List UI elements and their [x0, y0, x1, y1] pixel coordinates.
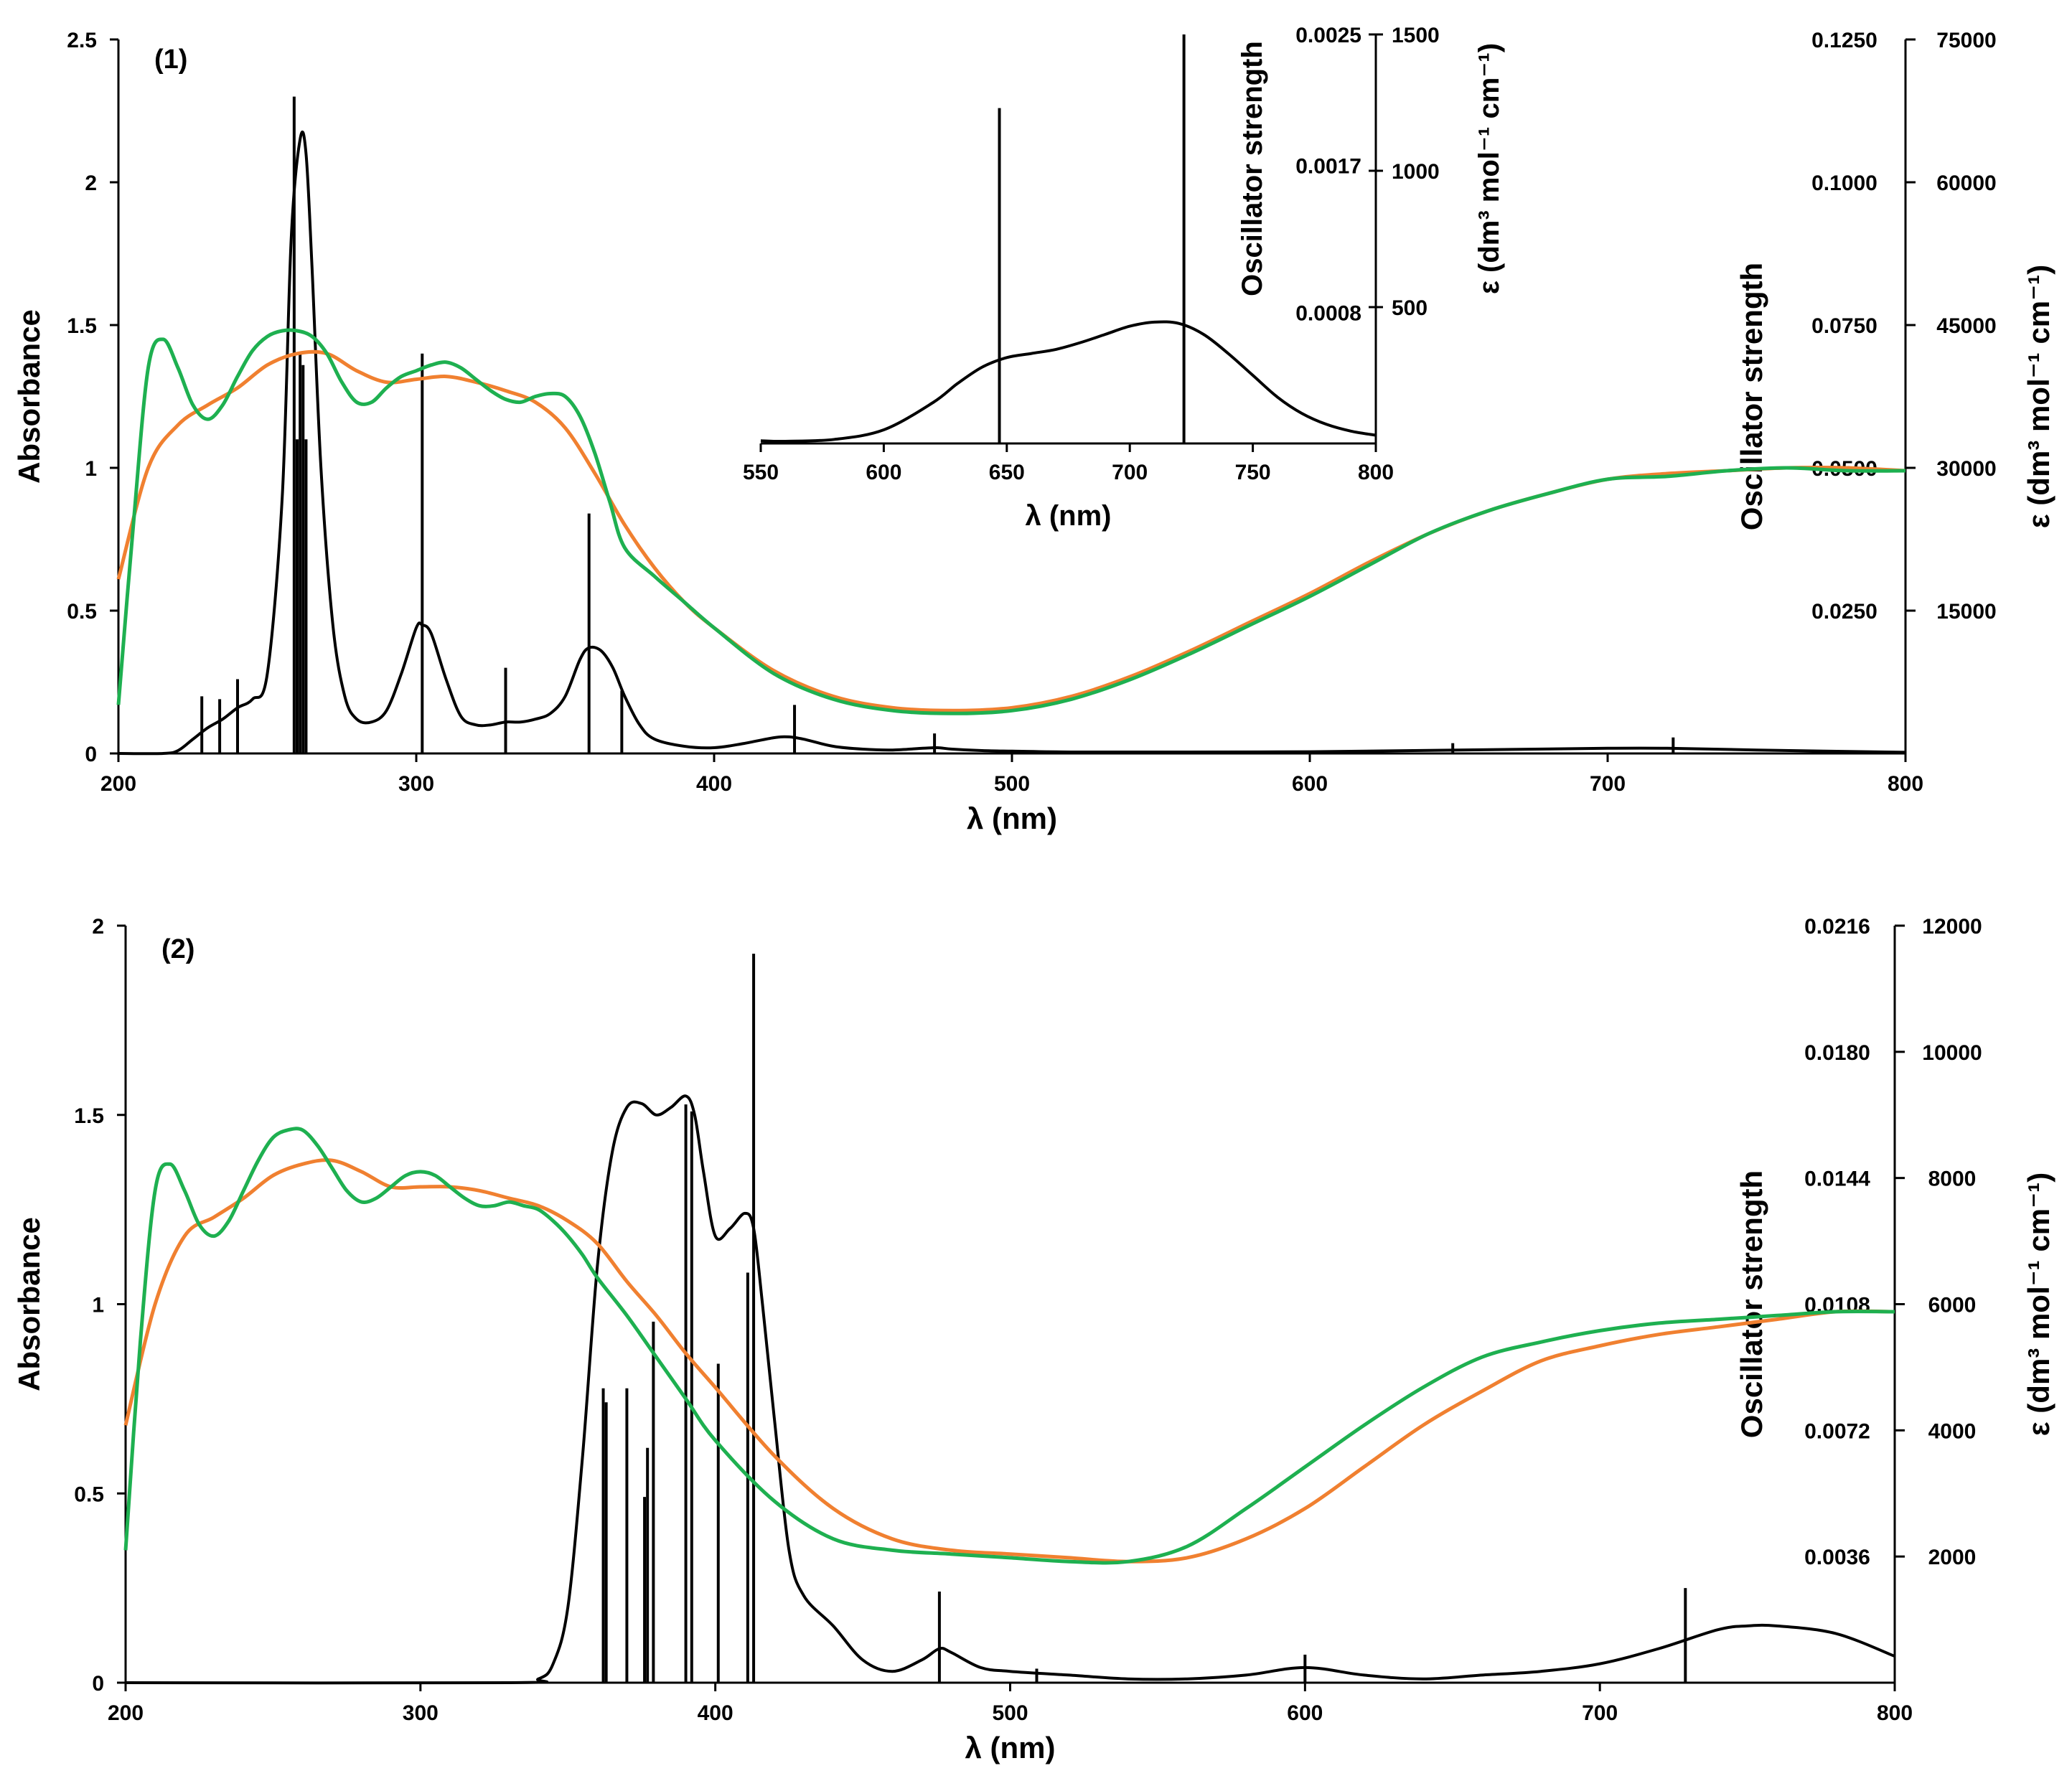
x-tick-label: 600 — [1287, 1701, 1323, 1725]
x-tick-label: 300 — [398, 772, 434, 796]
osc-strength-axis-title: Oscillator strength — [1735, 263, 1768, 530]
inset-osc-tick-label: 0.0008 — [1295, 302, 1361, 326]
inset-x-tick-label: 650 — [989, 461, 1025, 484]
y-tick-label: 0 — [85, 743, 97, 766]
x-tick-label: 400 — [698, 1701, 733, 1725]
x-tick-label: 600 — [1292, 772, 1328, 796]
y-tick-label: 1.5 — [74, 1104, 104, 1128]
inset-osc-tick-label: 0.0025 — [1295, 24, 1361, 47]
x-tick-label: 400 — [696, 772, 732, 796]
x-tick-label: 700 — [1582, 1701, 1618, 1725]
fitted-spectrum-line — [116, 328, 1906, 715]
inset-x-tick-label: 700 — [1112, 461, 1148, 484]
epsilon-tick-label: 2000 — [1928, 1546, 1977, 1569]
calculated-spectrum-line — [118, 130, 1906, 756]
inset-osc-axis-title: Oscillator strength — [1237, 41, 1268, 296]
x-tick-label: 300 — [403, 1701, 439, 1725]
x-tick-label: 500 — [992, 1701, 1028, 1725]
osc-strength-tick-label: 0.0180 — [1804, 1041, 1870, 1065]
epsilon-tick-label: 6000 — [1928, 1294, 1977, 1317]
osc-strength-tick-label: 0.0250 — [1811, 600, 1878, 624]
y-axis-title: Absorbance — [12, 1217, 46, 1391]
calculated-spectrum-line — [125, 1094, 1895, 1685]
epsilon-tick-label: 15000 — [1936, 600, 1996, 624]
x-axis-title: λ (nm) — [965, 1731, 1056, 1764]
x-tick-label: 200 — [108, 1701, 144, 1725]
epsilon-tick-label: 4000 — [1928, 1419, 1977, 1443]
y-tick-label: 1.5 — [67, 314, 97, 338]
inset-x-tick-label: 550 — [743, 461, 779, 484]
inset-epsilon-axis-title: ε (dm³ mol⁻¹ cm⁻¹) — [1473, 43, 1505, 294]
osc-strength-tick-label: 0.0072 — [1804, 1419, 1870, 1443]
osc-strength-tick-label: 0.0144 — [1804, 1167, 1870, 1191]
inset-x-tick-label: 600 — [866, 461, 901, 484]
x-axis-title: λ (nm) — [967, 802, 1057, 835]
epsilon-tick-label: 8000 — [1928, 1167, 1977, 1191]
y-axis-title: Absorbance — [12, 309, 46, 484]
y-tick-label: 0 — [92, 1672, 104, 1696]
inset-x-tick-label: 800 — [1358, 461, 1394, 484]
y-tick-label: 2 — [92, 915, 104, 939]
osc-strength-tick-label: 0.0036 — [1804, 1546, 1870, 1569]
panel-label: (1) — [154, 44, 187, 75]
epsilon-tick-label: 12000 — [1922, 915, 1982, 939]
epsilon-tick-label: 75000 — [1936, 29, 1996, 52]
osc-strength-axis-title: Oscillator strength — [1735, 1170, 1768, 1438]
inset-x-tick-label: 750 — [1235, 461, 1271, 484]
inset-osc-tick-label: 0.0017 — [1295, 154, 1361, 178]
osc-strength-tick-label: 0.0750 — [1811, 314, 1878, 338]
x-tick-label: 500 — [994, 772, 1030, 796]
inset-epsilon-tick-label: 1500 — [1392, 24, 1440, 47]
osc-strength-tick-label: 0.1000 — [1811, 171, 1878, 195]
epsilon-tick-label: 10000 — [1922, 1041, 1982, 1065]
experimental-spectrum-line — [123, 1158, 1895, 1564]
x-tick-label: 800 — [1877, 1701, 1913, 1725]
epsilon-axis-title: ε (dm³ mol⁻¹ cm⁻¹) — [2022, 1173, 2055, 1437]
inset-calculated-curve — [760, 320, 1377, 443]
osc-strength-tick-label: 0.1250 — [1811, 29, 1878, 52]
inset-x-axis-title: λ (nm) — [1026, 500, 1112, 532]
x-tick-label: 800 — [1888, 772, 1923, 796]
x-tick-label: 700 — [1590, 772, 1626, 796]
y-tick-label: 0.5 — [74, 1482, 104, 1506]
chart-panel-2: 200 300 400 500 600 700 80000.511.522000400060… — [12, 915, 2055, 1764]
panel-label: (2) — [161, 934, 194, 964]
osc-strength-tick-label: 0.0216 — [1804, 915, 1870, 939]
inset-panel-1: 550 600 650 700 750 800 0.0008 0.0017 0.0025 500 1… — [743, 24, 1505, 532]
y-tick-label: 2 — [85, 171, 97, 195]
chart-panel-1: 200 300 400 500 600 700 800 0 0.5 1 1.5 2 2.5 15000 30… — [12, 29, 2055, 835]
epsilon-tick-label: 60000 — [1936, 171, 1996, 195]
fitted-spectrum-line — [123, 1127, 1895, 1565]
epsilon-axis-title: ε (dm³ mol⁻¹ cm⁻¹) — [2022, 265, 2055, 529]
x-tick-label: 200 — [100, 772, 136, 796]
epsilon-tick-label: 45000 — [1936, 314, 1996, 338]
y-tick-label: 2.5 — [67, 29, 97, 52]
y-tick-label: 1 — [92, 1294, 104, 1317]
inset-epsilon-tick-label: 1000 — [1392, 160, 1440, 184]
y-tick-label: 1 — [85, 457, 97, 481]
epsilon-tick-label: 30000 — [1936, 457, 1996, 481]
inset-epsilon-tick-label: 500 — [1392, 296, 1428, 320]
y-tick-label: 0.5 — [67, 600, 97, 624]
